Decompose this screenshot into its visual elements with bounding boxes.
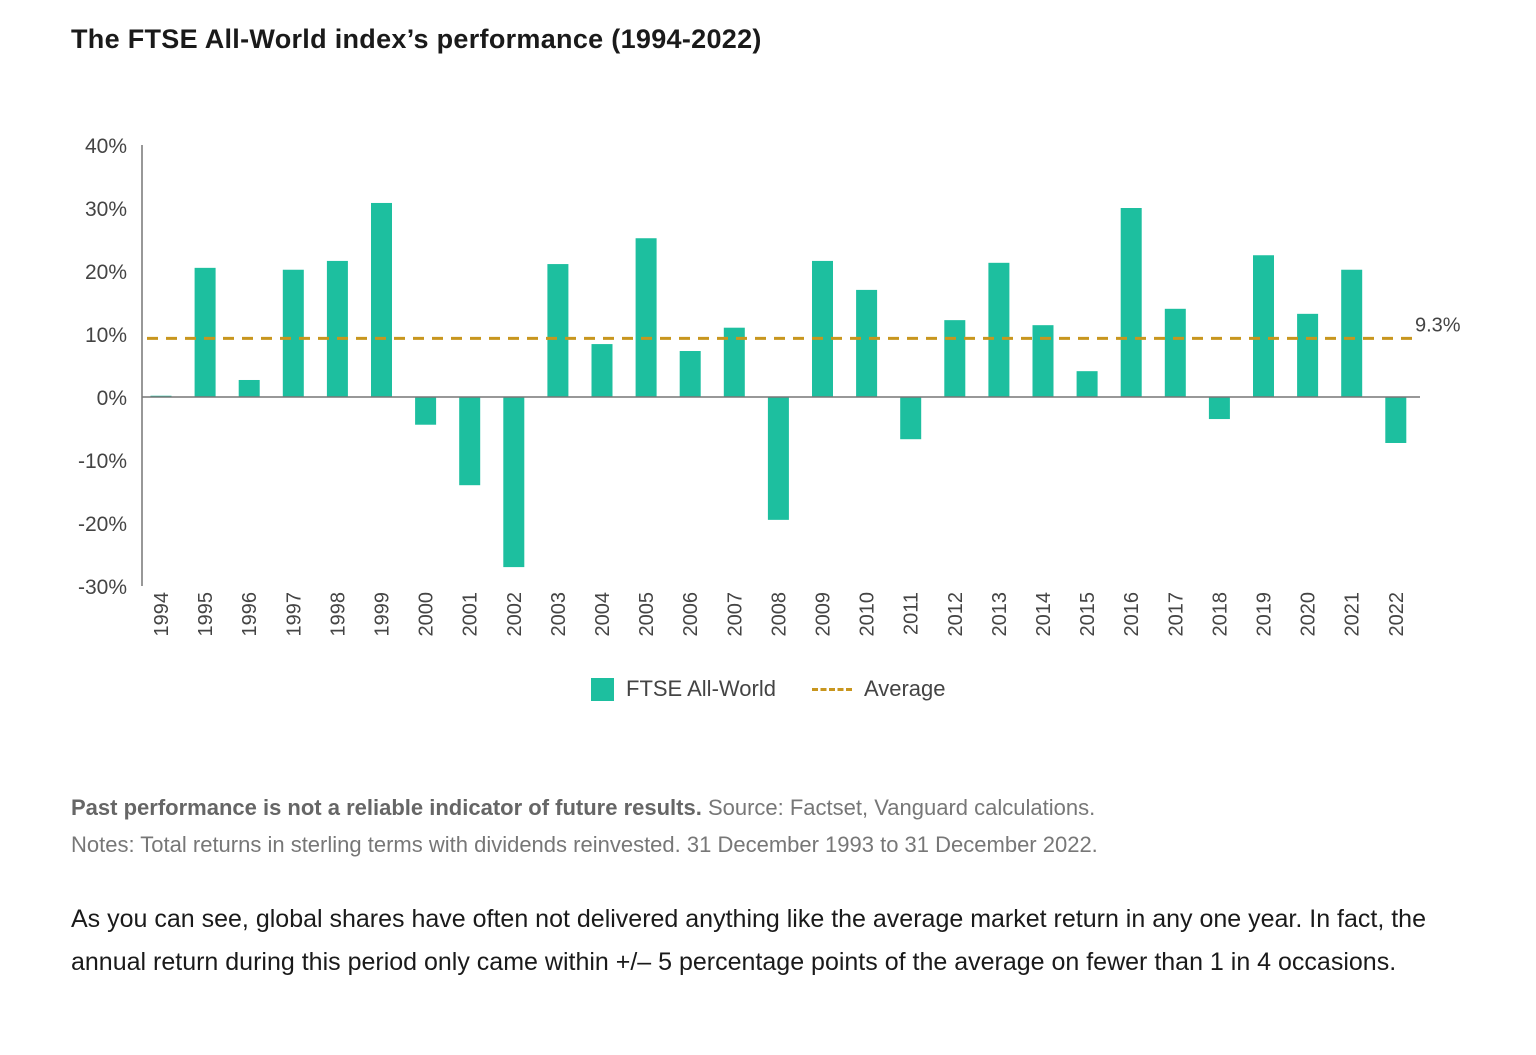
notes-text: Notes: Total returns in sterling terms w… (71, 832, 1098, 857)
bar (1341, 269, 1363, 397)
x-tick-label: 2006 (680, 592, 702, 637)
source-text: Source: Factset, Vanguard calculations. (701, 795, 1096, 820)
bar (812, 260, 833, 397)
bar (1297, 313, 1319, 397)
x-tick-label: 2009 (813, 592, 835, 637)
legend-swatch-ftse (591, 677, 614, 701)
y-tick-label: -30% (78, 576, 127, 599)
legend-label-ftse: FTSE All-World (626, 676, 776, 701)
bar (679, 351, 701, 397)
y-tick-label: -20% (78, 513, 127, 536)
disclaimer-bold: Past performance is not a reliable indic… (71, 795, 702, 820)
x-tick-label: 2016 (1121, 592, 1143, 637)
x-tick-label: 2022 (1386, 592, 1408, 637)
x-tick-label: 2012 (945, 592, 967, 637)
bar (635, 238, 657, 397)
x-tick-label: 2013 (989, 592, 1011, 637)
x-tick-label: 1997 (283, 592, 305, 637)
x-tick-label: 2000 (416, 592, 438, 637)
legend-label-average: Average (863, 676, 946, 701)
bar (856, 289, 878, 397)
bar (1032, 325, 1054, 397)
bar (282, 269, 304, 397)
bar (723, 327, 745, 397)
body-paragraph: As you can see, global shares have often… (71, 905, 1426, 976)
x-tick-label: 2014 (1033, 592, 1055, 637)
legend: FTSE All-World Average (591, 676, 946, 702)
x-tick-label: 1994 (151, 592, 173, 637)
bar (1076, 371, 1098, 397)
x-tick-label: 2011 (901, 592, 923, 635)
average-label: 9.3% (1415, 314, 1461, 336)
bar (459, 397, 481, 486)
legend-swatch-average (811, 687, 852, 691)
bar-chart: 40% 30% 20% 10% 0% -10% -20% -30% 1994 1995 1996 19… (78, 135, 1461, 637)
y-tick-label: 10% (85, 324, 127, 347)
y-tick-label: 0% (97, 387, 127, 410)
x-tick-label: 2002 (504, 592, 526, 637)
x-tick-label: 2017 (1165, 592, 1187, 637)
x-tick-label: 2003 (548, 592, 570, 637)
bar (503, 397, 525, 568)
bar (1120, 208, 1142, 397)
bar (900, 397, 922, 440)
x-tick-label: 2019 (1254, 592, 1276, 637)
bar (194, 267, 216, 397)
bar (371, 202, 392, 397)
x-tick-label: 2018 (1209, 592, 1231, 637)
y-tick-label: 30% (85, 198, 127, 221)
x-tick-label: 2007 (724, 592, 746, 637)
bar (767, 397, 789, 520)
bar (326, 260, 348, 397)
bar (591, 344, 613, 397)
y-tick-label: -10% (78, 450, 127, 473)
x-tick-label: 2004 (592, 592, 614, 637)
x-tick-label: 2021 (1342, 592, 1364, 637)
chart-title: The FTSE All-World index’s performance (… (71, 24, 762, 54)
x-tick-label: 2015 (1077, 592, 1099, 637)
x-tick-label: 1995 (195, 592, 217, 637)
bar (238, 379, 260, 397)
x-tick-label: 2008 (768, 592, 790, 637)
bar (944, 320, 966, 397)
disclaimer: Past performance is not a reliable indic… (71, 795, 1095, 821)
y-tick-label: 20% (85, 261, 127, 284)
bar (1385, 397, 1407, 443)
x-tick-label: 2001 (460, 592, 482, 637)
x-tick-label: 2010 (857, 592, 879, 637)
x-tick-label: 2020 (1298, 592, 1320, 637)
bar (1253, 255, 1274, 397)
bar (1208, 397, 1230, 420)
bar (1164, 308, 1186, 397)
x-tick-label: 1998 (327, 592, 349, 637)
bar (547, 264, 569, 397)
x-tick-label: 1999 (372, 592, 394, 637)
x-tick-label: 2005 (636, 592, 658, 637)
x-tick-label: 1996 (239, 592, 261, 637)
y-tick-label: 40% (85, 135, 127, 158)
bar (415, 397, 437, 425)
bar (988, 262, 1010, 397)
